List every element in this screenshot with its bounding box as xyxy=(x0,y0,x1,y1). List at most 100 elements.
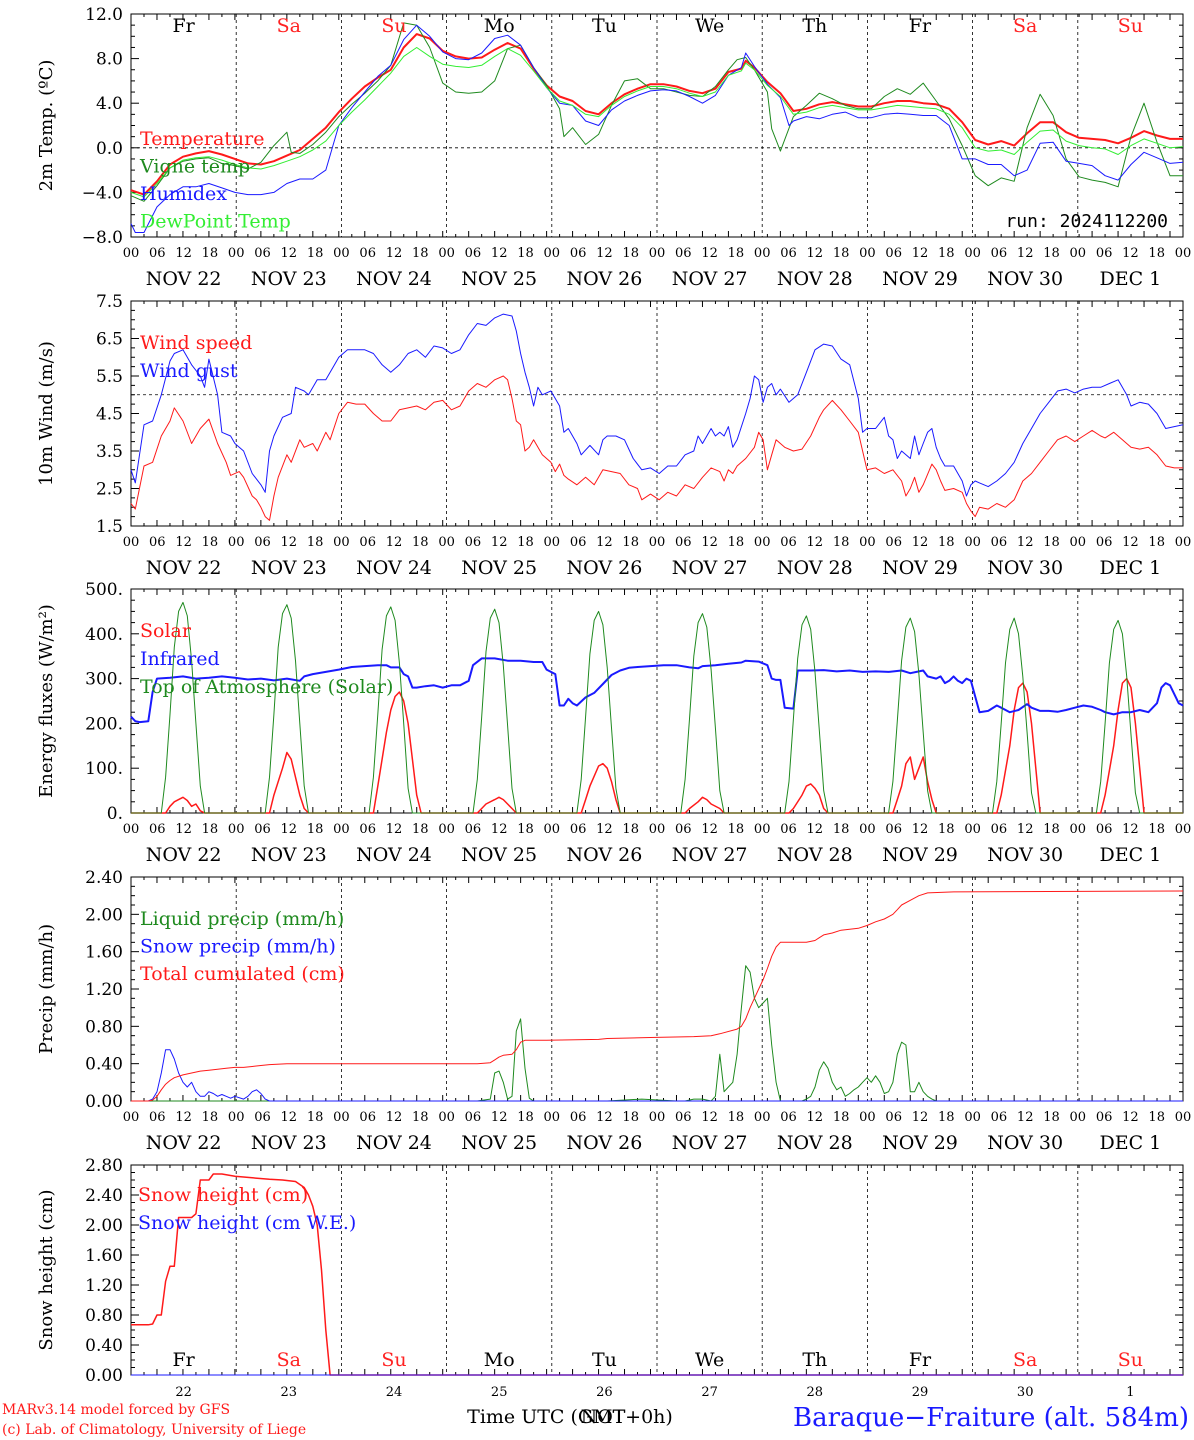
x-hour-label: 12 xyxy=(1017,1110,1034,1125)
weekday-label: Fr xyxy=(909,15,932,37)
x-hour-label: 12 xyxy=(491,246,508,261)
x-hour-label: 12 xyxy=(175,822,192,837)
x-hour-label: 18 xyxy=(412,535,429,550)
x-hour-label: 06 xyxy=(675,246,692,261)
plot-frame xyxy=(130,588,1184,814)
x-hour-label: 18 xyxy=(202,246,219,261)
x-hour-label: 06 xyxy=(149,246,166,261)
series-line xyxy=(131,1049,1183,1102)
x-hour-label: 18 xyxy=(1043,535,1060,550)
x-hour-label: 06 xyxy=(570,246,587,261)
chart-panel-5: 0.00 0.40 0.80 1.20 1.60 2.00 2.40 2.80 Snow hei… xyxy=(36,1156,1184,1400)
x-hour-label: 12 xyxy=(912,822,929,837)
x-hour-label: 12 xyxy=(701,822,718,837)
x-hour-label: 00 xyxy=(228,1110,245,1125)
x-date-label: NOV 22 xyxy=(146,1132,222,1154)
x-hour-label: 00 xyxy=(333,822,350,837)
x-hour-label: 18 xyxy=(728,246,745,261)
weekday-label: We xyxy=(695,15,724,37)
x-hour-label: 00 xyxy=(228,822,245,837)
x-hour-label: 12 xyxy=(491,822,508,837)
x-date-label: NOV 28 xyxy=(777,557,853,579)
legend-entry: Wind speed xyxy=(140,332,252,354)
x-hour-label: 00 xyxy=(1070,246,1087,261)
series-line xyxy=(130,375,1183,521)
x-date-label: NOV 28 xyxy=(777,1132,853,1154)
x-hour-label: 00 xyxy=(438,246,455,261)
run-label: run: 2024112200 xyxy=(1005,211,1168,232)
x-hour-label: 00 xyxy=(544,535,561,550)
x-hour-label: 00 xyxy=(438,1110,455,1125)
x-hour-label: 12 xyxy=(175,535,192,550)
weekday-label: Sa xyxy=(1013,1349,1037,1371)
x-hour-label: 06 xyxy=(254,246,271,261)
y-tick-label: 4.0 xyxy=(96,94,123,114)
plot-frame xyxy=(130,300,1184,527)
series-line xyxy=(131,890,1184,1102)
y-tick-label: 7.5 xyxy=(96,292,123,312)
legend-entry: Temperature xyxy=(140,128,264,150)
x-date-label: NOV 23 xyxy=(251,1132,327,1154)
x-date-label: NOV 22 xyxy=(146,557,222,579)
x-date-label: NOV 29 xyxy=(882,557,958,579)
y-tick-label: 3.5 xyxy=(96,442,123,462)
day-number-label: 30 xyxy=(1017,1385,1034,1400)
x-hour-label: 18 xyxy=(728,535,745,550)
x-hour-label: 18 xyxy=(622,1110,639,1125)
x-date-label: NOV 24 xyxy=(356,557,432,579)
series-line xyxy=(130,47,1184,198)
x-hour-label: 06 xyxy=(991,1110,1008,1125)
x-hour-label: 18 xyxy=(412,822,429,837)
x-hour-label: 18 xyxy=(1043,822,1060,837)
x-hour-label: 00 xyxy=(754,822,771,837)
x-date-label: NOV 29 xyxy=(882,1132,958,1154)
x-hour-label: 12 xyxy=(386,822,403,837)
y-tick-label: 1.20 xyxy=(85,980,123,1000)
day-number-label: 25 xyxy=(491,1385,508,1400)
x-hour-label: 18 xyxy=(938,535,955,550)
x-hour-label: 12 xyxy=(807,1110,824,1125)
day-number-label: 22 xyxy=(175,1385,192,1400)
x-hour-label: 06 xyxy=(1096,535,1113,550)
y-tick-label: 5.5 xyxy=(96,367,123,387)
x-hour-label: 12 xyxy=(175,1110,192,1125)
x-hour-label: 00 xyxy=(123,822,140,837)
x-date-label: NOV 25 xyxy=(461,268,537,290)
x-date-label: NOV 30 xyxy=(987,844,1063,866)
x-hour-label: 00 xyxy=(1070,1110,1087,1125)
y-tick-label: 400. xyxy=(85,625,123,645)
x-hour-label: 12 xyxy=(807,535,824,550)
x-hour-label: 12 xyxy=(1122,1110,1139,1125)
x-date-label: NOV 27 xyxy=(672,1132,748,1154)
x-hour-label: 06 xyxy=(675,1110,692,1125)
weekday-label: Fr xyxy=(909,1349,932,1371)
x-hour-label: 00 xyxy=(333,246,350,261)
x-date-label: NOV 27 xyxy=(672,844,748,866)
x-hour-label: 18 xyxy=(202,822,219,837)
x-hour-label: 18 xyxy=(517,822,534,837)
x-hour-label: 18 xyxy=(728,822,745,837)
day-number-label: 29 xyxy=(912,1385,929,1400)
x-hour-label: 18 xyxy=(307,535,324,550)
x-hour-label: 12 xyxy=(596,1110,613,1125)
series-line xyxy=(130,33,1183,196)
x-hour-label: 00 xyxy=(1175,535,1192,550)
weekday-label: Mo xyxy=(484,1349,515,1371)
y-tick-label: 1.20 xyxy=(85,1276,123,1296)
x-hour-label: 06 xyxy=(780,822,797,837)
x-date-label: NOV 24 xyxy=(356,1132,432,1154)
x-hour-label: 06 xyxy=(885,535,902,550)
x-hour-label: 00 xyxy=(544,822,561,837)
weekday-label: Fr xyxy=(172,15,195,37)
x-hour-label: 00 xyxy=(649,1110,666,1125)
x-hour-label: 12 xyxy=(1017,535,1034,550)
weekday-label: Su xyxy=(1118,1349,1143,1371)
y-tick-label: 0.40 xyxy=(85,1055,123,1075)
x-date-label: NOV 26 xyxy=(566,1132,642,1154)
x-hour-label: 06 xyxy=(359,822,376,837)
y-tick-label: 2.00 xyxy=(85,905,123,925)
y-tick-label: 1.60 xyxy=(85,1246,123,1266)
x-hour-label: 12 xyxy=(281,246,298,261)
x-hour-label: 18 xyxy=(938,1110,955,1125)
